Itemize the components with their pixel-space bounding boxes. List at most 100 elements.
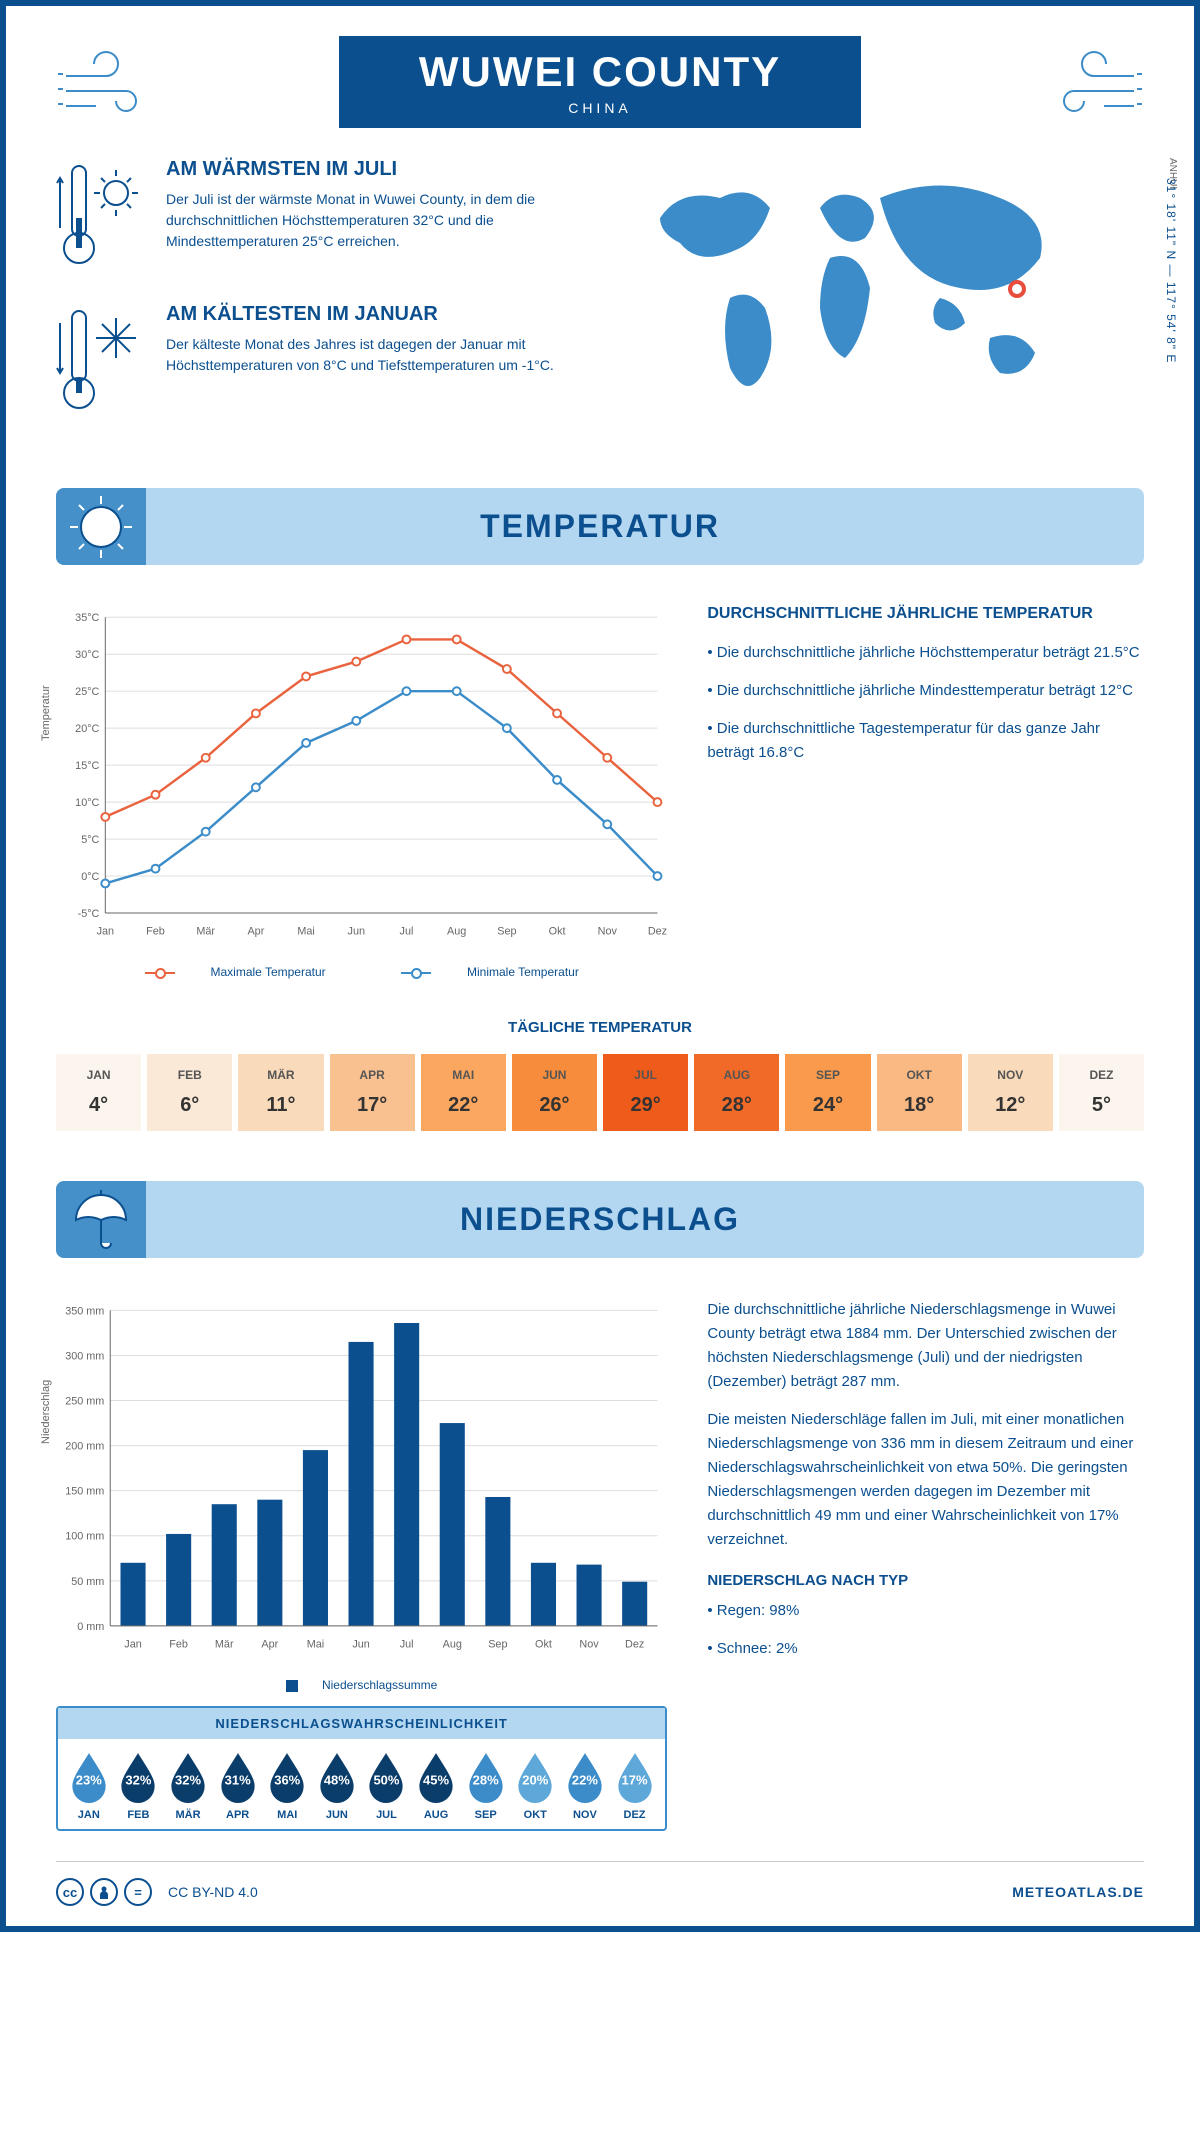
svg-text:Apr: Apr: [261, 1639, 278, 1651]
svg-text:Aug: Aug: [443, 1639, 462, 1651]
location-marker-icon: [1008, 280, 1026, 298]
svg-text:Nov: Nov: [598, 926, 618, 938]
daily-temp-cell: DEZ5°: [1059, 1054, 1144, 1131]
probability-cell: 22%NOV: [560, 1751, 610, 1821]
daily-temp-cell: SEP24°: [785, 1054, 870, 1131]
coldest-block: AM KÄLTESTEN IM JANUAR Der kälteste Mona…: [56, 303, 580, 418]
page: WUWEI COUNTY CHINA AM WÄRMSTEN IM JULI D…: [0, 0, 1200, 1932]
precipitation-body: Niederschlag 0 mm50 mm100 mm150 mm200 mm…: [56, 1298, 1144, 1831]
precip-y-label: Niederschlag: [40, 1380, 52, 1444]
svg-text:Dez: Dez: [625, 1639, 644, 1651]
temperature-chart: Temperatur -5°C0°C5°C10°C15°C20°C25°C30°…: [56, 605, 667, 979]
warmest-block: AM WÄRMSTEN IM JULI Der Juli ist der wär…: [56, 158, 580, 273]
svg-text:20°C: 20°C: [75, 723, 99, 735]
coordinates-label: 31° 18' 11" N — 117° 54' 8" E: [1164, 178, 1178, 363]
svg-text:Apr: Apr: [247, 926, 264, 938]
temp-summary-line: • Die durchschnittliche jährliche Mindes…: [707, 679, 1144, 703]
svg-text:Feb: Feb: [169, 1639, 188, 1651]
svg-text:100 mm: 100 mm: [65, 1531, 104, 1543]
svg-text:50 mm: 50 mm: [71, 1576, 104, 1588]
svg-text:35°C: 35°C: [75, 612, 99, 624]
page-title: WUWEI COUNTY: [419, 48, 781, 96]
svg-text:350 mm: 350 mm: [65, 1305, 104, 1317]
coldest-title: AM KÄLTESTEN IM JANUAR: [166, 303, 580, 326]
daily-temp-cell: JUN26°: [512, 1054, 597, 1131]
svg-text:Mai: Mai: [307, 1639, 324, 1651]
warmest-body: Der Juli ist der wärmste Monat in Wuwei …: [166, 189, 580, 252]
daily-temp-cell: MÄR11°: [238, 1054, 323, 1131]
probability-cell: 28%SEP: [461, 1751, 511, 1821]
svg-text:Nov: Nov: [579, 1639, 599, 1651]
license-text: CC BY-ND 4.0: [168, 1884, 258, 1900]
precip-type-title: NIEDERSCHLAG NACH TYP: [707, 1572, 1144, 1589]
temperature-summary: DURCHSCHNITTLICHE JÄHRLICHE TEMPERATUR •…: [707, 605, 1144, 979]
temp-y-label: Temperatur: [40, 685, 52, 741]
cc-icon: cc: [56, 1878, 84, 1906]
temp-summary-line: • Die durchschnittliche Tagestemperatur …: [707, 717, 1144, 765]
svg-text:Okt: Okt: [549, 926, 566, 938]
page-subtitle: CHINA: [419, 100, 781, 116]
wind-icon-left: [56, 46, 166, 131]
svg-text:Jul: Jul: [400, 1639, 414, 1651]
temp-summary-title: DURCHSCHNITTLICHE JÄHRLICHE TEMPERATUR: [707, 605, 1144, 623]
sun-icon: [56, 488, 146, 565]
footer: cc = CC BY-ND 4.0 METEOATLAS.DE: [56, 1861, 1144, 1906]
temperature-title: TEMPERATUR: [76, 508, 1124, 545]
daily-temperature: TÄGLICHE TEMPERATUR JAN4°FEB6°MÄR11°APR1…: [56, 1019, 1144, 1131]
svg-text:200 mm: 200 mm: [65, 1441, 104, 1453]
svg-text:300 mm: 300 mm: [65, 1350, 104, 1362]
footer-brand: METEOATLAS.DE: [1012, 1884, 1144, 1900]
svg-text:150 mm: 150 mm: [65, 1486, 104, 1498]
probability-cell: 20%OKT: [510, 1751, 560, 1821]
temperature-body: Temperatur -5°C0°C5°C10°C15°C20°C25°C30°…: [56, 605, 1144, 979]
daily-temp-cell: AUG28°: [694, 1054, 779, 1131]
legend-max: Maximale Temperatur: [211, 965, 326, 979]
precipitation-summary: Die durchschnittliche jährliche Niedersc…: [707, 1298, 1144, 1831]
legend-precip: Niederschlagssumme: [322, 1678, 437, 1692]
svg-text:Jun: Jun: [352, 1639, 369, 1651]
svg-text:250 mm: 250 mm: [65, 1395, 104, 1407]
warmest-title: AM WÄRMSTEN IM JULI: [166, 158, 580, 181]
title-banner: WUWEI COUNTY CHINA: [339, 36, 861, 128]
daily-temp-cell: MAI22°: [421, 1054, 506, 1131]
svg-text:15°C: 15°C: [75, 760, 99, 772]
svg-text:Okt: Okt: [535, 1639, 552, 1651]
temperature-section-header: TEMPERATUR: [56, 488, 1144, 565]
probability-cell: 45%AUG: [411, 1751, 461, 1821]
probability-cell: 32%MÄR: [163, 1751, 213, 1821]
svg-text:Mär: Mär: [196, 926, 215, 938]
precip-type-line: • Regen: 98%: [707, 1599, 1144, 1623]
temp-summary-line: • Die durchschnittliche jährliche Höchst…: [707, 641, 1144, 665]
svg-text:Sep: Sep: [488, 1639, 507, 1651]
coldest-body: Der kälteste Monat des Jahres ist dagege…: [166, 334, 580, 376]
precip-p2: Die meisten Niederschläge fallen im Juli…: [707, 1408, 1144, 1552]
daily-temp-cell: JUL29°: [603, 1054, 688, 1131]
svg-text:0°C: 0°C: [81, 871, 99, 883]
svg-text:25°C: 25°C: [75, 686, 99, 698]
thermometer-sun-icon: [56, 158, 146, 273]
daily-temp-cell: APR17°: [330, 1054, 415, 1131]
svg-text:Jan: Jan: [97, 926, 114, 938]
svg-text:Mai: Mai: [297, 926, 314, 938]
probability-cell: 31%APR: [213, 1751, 263, 1821]
legend-min: Minimale Temperatur: [467, 965, 579, 979]
svg-text:10°C: 10°C: [75, 797, 99, 809]
world-map: ANHUI 31° 18' 11" N — 117° 54' 8" E: [620, 158, 1144, 448]
svg-text:Jun: Jun: [348, 926, 365, 938]
svg-text:Sep: Sep: [497, 926, 516, 938]
svg-text:Mär: Mär: [215, 1639, 234, 1651]
probability-cell: 48%JUN: [312, 1751, 362, 1821]
daily-temp-cell: JAN4°: [56, 1054, 141, 1131]
intro-section: AM WÄRMSTEN IM JULI Der Juli ist der wär…: [56, 158, 1144, 448]
svg-text:Jan: Jan: [124, 1639, 141, 1651]
precip-legend: Niederschlagssumme: [56, 1678, 667, 1692]
license-block: cc = CC BY-ND 4.0: [56, 1878, 258, 1906]
probability-cell: 32%FEB: [114, 1751, 164, 1821]
header: WUWEI COUNTY CHINA: [56, 36, 1144, 128]
precip-type-line: • Schnee: 2%: [707, 1637, 1144, 1661]
daily-temp-cell: FEB6°: [147, 1054, 232, 1131]
svg-text:Aug: Aug: [447, 926, 466, 938]
svg-text:Feb: Feb: [146, 926, 165, 938]
intro-text-column: AM WÄRMSTEN IM JULI Der Juli ist der wär…: [56, 158, 580, 448]
umbrella-icon: [56, 1181, 146, 1258]
